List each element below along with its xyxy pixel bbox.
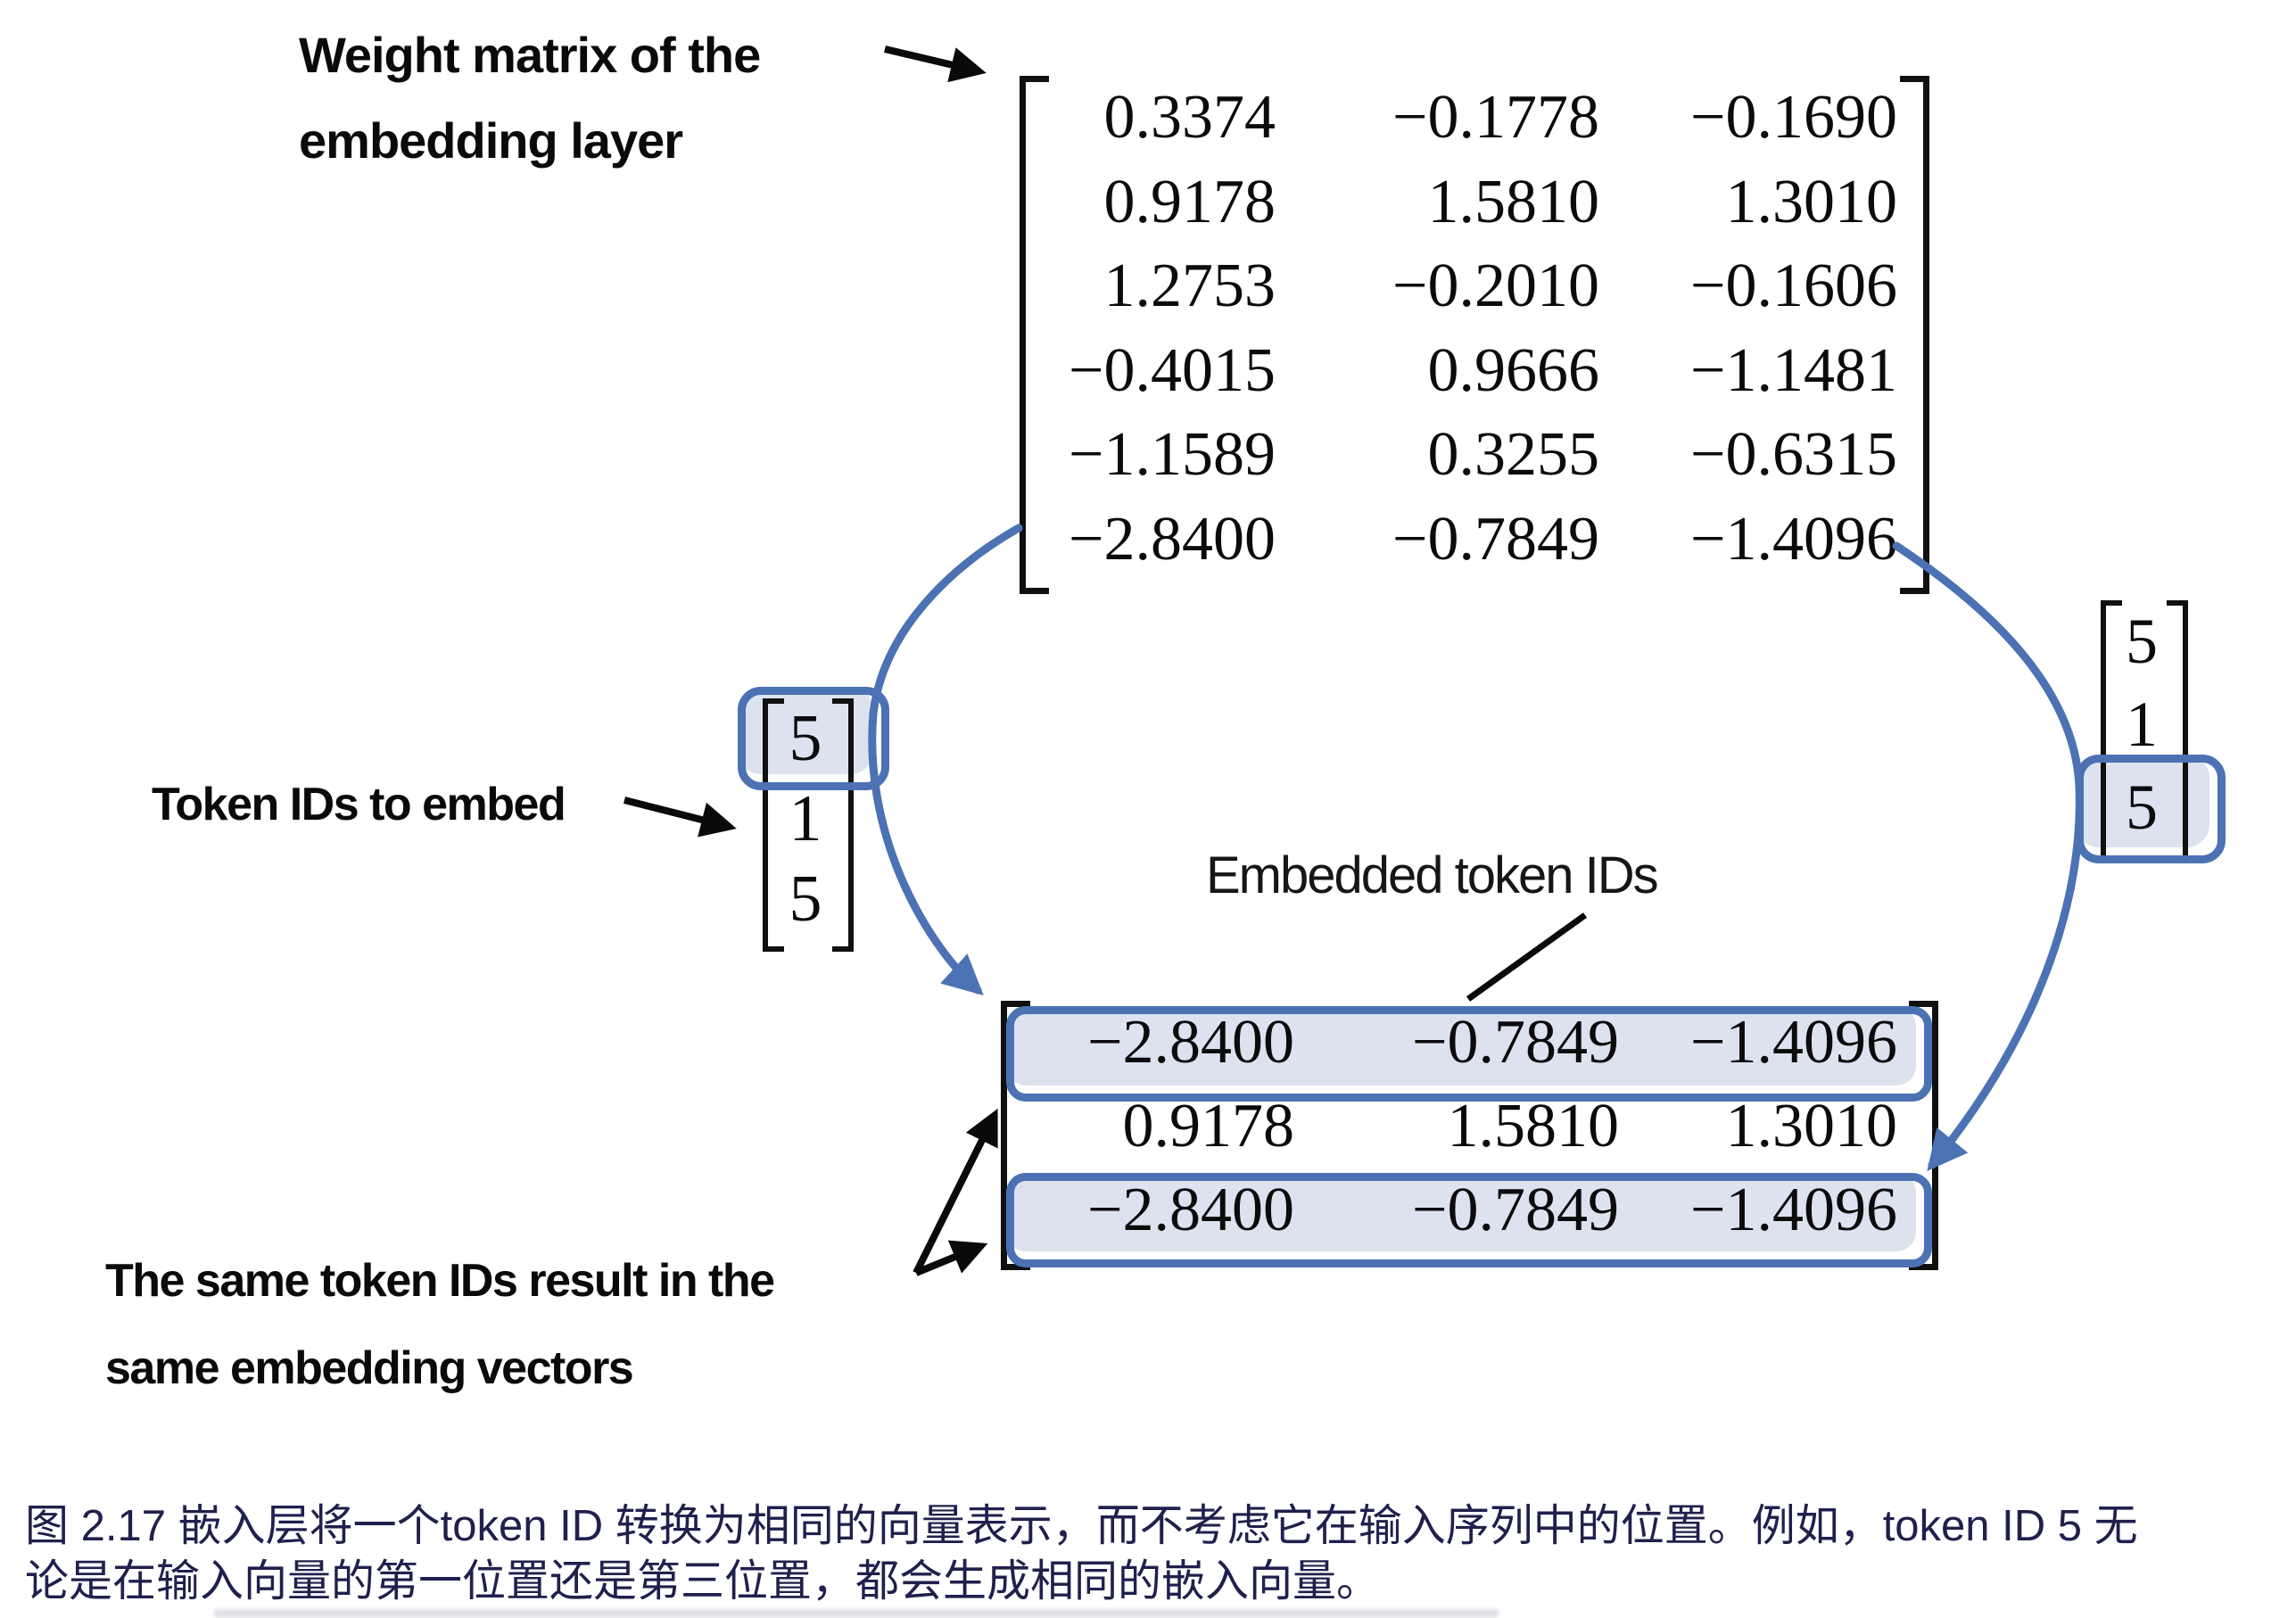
weight-cell: 1.5810 <box>1427 167 1600 236</box>
input-vector-value: 5 <box>789 702 822 775</box>
embedded-cell: −1.4096 <box>1690 1008 1897 1077</box>
weight-cell: −0.2010 <box>1392 252 1599 320</box>
embedded-cell: 0.9178 <box>1122 1092 1295 1160</box>
same-ids-arrow-to-row1 <box>913 1108 998 1275</box>
right-vector-value: 5 <box>2126 606 2158 677</box>
embedded-matrix: −2.8400 −0.7849 −1.4096 0.9178 1.5810 1.… <box>1046 1001 1897 1252</box>
cropped-next-line-ghost <box>214 1609 1499 1617</box>
weight-cell: −0.1778 <box>1392 83 1599 152</box>
weight-cell: −1.1481 <box>1690 335 1897 405</box>
weight-cell: −0.1690 <box>1690 83 1897 152</box>
input-vector-highlight-ring <box>738 687 889 790</box>
weight-cell: 0.3374 <box>1103 83 1276 152</box>
same-ids-label-line2: same embedding vectors <box>105 1342 634 1394</box>
weight-matrix: 0.3374 −0.1778 −0.1690 0.9178 1.5810 1.3… <box>1037 76 1897 582</box>
right-vector-value: 5 <box>2126 772 2158 843</box>
embedded-cell: −2.8400 <box>1087 1176 1294 1244</box>
embedded-cell: 1.5810 <box>1447 1092 1620 1160</box>
input-vector-value: 5 <box>789 863 822 936</box>
embedded-row-1-highlight-fill <box>1006 1006 1916 1086</box>
weight-matrix-label-line2: embedding layer <box>299 112 683 169</box>
input-vector-left-bracket <box>763 698 784 952</box>
embedded-cell: 1.3010 <box>1725 1092 1898 1160</box>
same-ids-arrow-to-row3 <box>914 1240 988 1276</box>
figure-caption-line1: 图 2.17 嵌入层将一个token ID 转换为相同的向量表示，而不考虑它在输… <box>25 1502 2138 1550</box>
embedded-row-1-highlight-ring <box>1006 1006 1932 1102</box>
weight-matrix-label-line1: Weight matrix of the <box>299 27 761 83</box>
embedded-cell: −2.8400 <box>1087 1008 1294 1077</box>
embedded-token-ids-label: Embedded token IDs <box>1206 846 1659 904</box>
weight-cell: −0.4015 <box>1069 335 1276 405</box>
weight-cell: −1.4096 <box>1690 504 1897 574</box>
embedded-token-ids-pointer-line <box>1466 912 1588 1002</box>
weight-matrix-right-bracket <box>1900 76 1929 594</box>
weight-matrix-arrow <box>884 45 987 83</box>
same-ids-label-line1: The same token IDs result in the <box>105 1255 775 1307</box>
embedded-cell: −0.7849 <box>1412 1008 1619 1077</box>
weight-cell: −0.1606 <box>1690 252 1897 320</box>
weight-cell: 1.2753 <box>1103 252 1276 320</box>
weight-cell: −1.1589 <box>1069 420 1276 489</box>
weight-cell: −0.7849 <box>1392 504 1599 574</box>
embedded-cell: −0.7849 <box>1412 1176 1619 1244</box>
embedded-matrix-left-bracket <box>1001 1001 1030 1270</box>
blue-curve-left <box>868 524 1023 996</box>
weight-cell: 0.9178 <box>1103 167 1276 236</box>
weight-cell: 0.3255 <box>1427 420 1600 489</box>
weight-cell: 1.3010 <box>1725 167 1898 236</box>
input-vector: 5 1 5 <box>763 698 848 939</box>
input-vector-value: 1 <box>789 782 822 855</box>
embedded-row-3-highlight-ring <box>1006 1173 1932 1267</box>
weight-cell: −0.6315 <box>1690 420 1897 489</box>
token-ids-label: Token IDs to embed <box>152 779 566 830</box>
right-vector: 5 1 5 <box>2101 600 2183 849</box>
figure-caption-line2: 论是在输入向量的第一位置还是第三位置，都会生成相同的嵌入向量。 <box>25 1557 1381 1606</box>
embedded-row-3-highlight-fill <box>1006 1173 1916 1251</box>
weight-matrix-left-bracket <box>1020 76 1049 594</box>
input-vector-right-bracket <box>832 698 854 952</box>
weight-matrix-label: Weight matrix of the embedding layer <box>299 12 761 184</box>
right-vector-highlight-ring <box>2076 755 2226 863</box>
weight-cell: 0.9666 <box>1427 335 1600 405</box>
right-vector-value: 1 <box>2126 689 2158 760</box>
weight-cell: −2.8400 <box>1069 504 1276 574</box>
embedded-cell: −1.4096 <box>1690 1176 1897 1244</box>
token-ids-arrow <box>624 797 737 838</box>
